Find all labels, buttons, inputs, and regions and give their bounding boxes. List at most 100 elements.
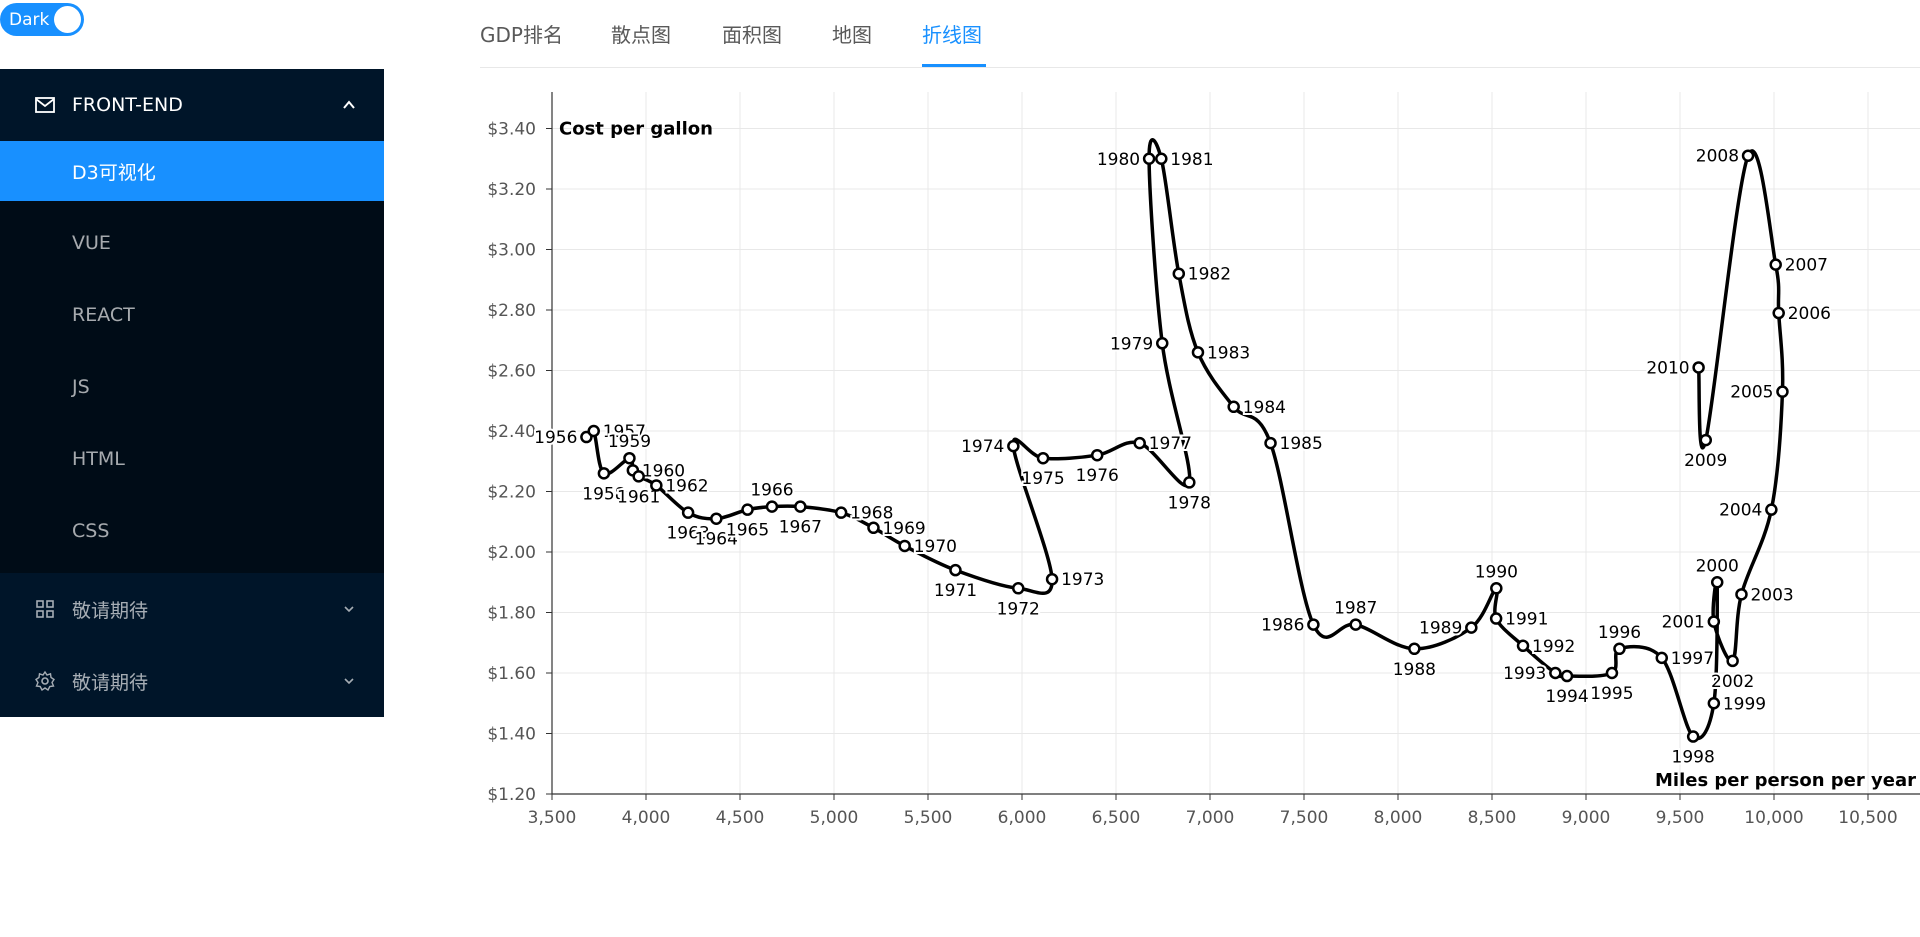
data-point xyxy=(1155,337,1169,350)
data-point xyxy=(1707,697,1721,710)
data-point xyxy=(1686,730,1700,743)
x-tick-label: 4,500 xyxy=(716,808,765,828)
data-point xyxy=(1490,582,1503,595)
data-point xyxy=(1765,503,1778,516)
data-point xyxy=(898,539,911,553)
data-label: 2006 xyxy=(1788,304,1831,324)
data-point xyxy=(1726,654,1739,668)
data-point xyxy=(1605,666,1619,680)
data-point xyxy=(1465,621,1478,634)
sidebar-item-label: HTML xyxy=(72,448,125,470)
active-tab-indicator xyxy=(922,64,986,67)
data-point xyxy=(632,470,645,483)
sidebar-item-label: D3可视化 xyxy=(72,161,156,184)
data-point xyxy=(587,424,600,438)
y-tick-label: $3.00 xyxy=(487,241,536,261)
data-label: 2004 xyxy=(1719,501,1762,521)
data-point xyxy=(1489,612,1503,625)
data-label: 1985 xyxy=(1280,434,1323,454)
sidebar-item-js[interactable]: JS xyxy=(0,357,384,417)
data-label: 1974 xyxy=(961,437,1004,457)
data-label: 1997 xyxy=(1671,649,1714,669)
x-axis-label: Miles per person per year xyxy=(1655,770,1916,791)
data-point xyxy=(1735,588,1748,601)
data-label: 1959 xyxy=(608,432,651,452)
chart-tabs: GDP排名 散点图 面积图 地图 折线图 xyxy=(480,0,1920,68)
y-tick-label: $1.20 xyxy=(487,785,536,805)
data-point xyxy=(1769,258,1782,271)
data-label: 1964 xyxy=(695,530,738,550)
data-label: 1957 xyxy=(603,422,646,442)
y-tick-label: $2.20 xyxy=(487,483,536,503)
tab-gdp-ranking[interactable]: GDP排名 xyxy=(480,23,563,47)
x-tick-label: 9,000 xyxy=(1562,808,1611,828)
data-point xyxy=(1776,385,1789,398)
data-label: 1992 xyxy=(1532,637,1575,657)
sidebar-item-label: CSS xyxy=(72,520,110,542)
sidebar-item-react[interactable]: REACT xyxy=(0,285,384,345)
x-tick-label: 8,000 xyxy=(1374,808,1423,828)
tab-area[interactable]: 面积图 xyxy=(722,23,782,47)
chevron-down-icon xyxy=(344,678,354,685)
data-label: 1983 xyxy=(1207,343,1250,363)
data-label: 1993 xyxy=(1503,664,1546,684)
y-tick-label: $2.40 xyxy=(487,422,536,442)
data-label: 1973 xyxy=(1061,570,1104,590)
data-point xyxy=(1045,572,1059,586)
sidebar-item-html[interactable]: HTML xyxy=(0,429,384,489)
sidebar-item-vue[interactable]: VUE xyxy=(0,213,384,273)
menu-frontend[interactable]: FRONT-END xyxy=(0,69,384,141)
data-label: 1990 xyxy=(1475,562,1518,582)
tab-scatter[interactable]: 散点图 xyxy=(611,23,671,47)
y-axis-label: Cost per gallon xyxy=(559,119,713,140)
data-label: 1968 xyxy=(850,504,893,524)
data-label: 1981 xyxy=(1170,150,1213,170)
menu-group-3[interactable]: 敬请期待 xyxy=(0,645,384,717)
data-point xyxy=(794,500,807,513)
data-label: 2002 xyxy=(1711,672,1754,692)
mail-icon xyxy=(35,97,55,113)
data-point xyxy=(1155,152,1168,165)
menu-group-2-label: 敬请期待 xyxy=(72,599,149,622)
y-tick-label: $2.00 xyxy=(487,543,536,563)
data-label: 1998 xyxy=(1672,748,1715,768)
y-tick-label: $1.80 xyxy=(487,604,536,624)
x-tick-label: 6,000 xyxy=(998,808,1047,828)
chevron-up-icon xyxy=(343,100,355,109)
data-label: 1999 xyxy=(1723,694,1766,714)
data-point xyxy=(681,506,695,519)
toggle-knob xyxy=(54,6,81,33)
x-tick-label: 4,000 xyxy=(622,808,671,828)
tab-map[interactable]: 地图 xyxy=(832,23,872,47)
menu-group-2[interactable]: 敬请期待 xyxy=(0,573,384,645)
data-point xyxy=(1408,642,1421,656)
data-label: 1969 xyxy=(882,519,925,539)
data-label: 2003 xyxy=(1750,585,1793,605)
data-label: 1988 xyxy=(1393,660,1436,680)
data-point xyxy=(1655,651,1669,665)
x-tick-label: 5,500 xyxy=(904,808,953,828)
sidebar-item-d3[interactable]: D3可视化 xyxy=(0,141,384,201)
y-tick-label: $1.60 xyxy=(487,664,536,684)
x-tick-label: 5,000 xyxy=(810,808,859,828)
theme-toggle[interactable]: Dark xyxy=(0,3,84,36)
data-label: 1970 xyxy=(914,537,957,557)
y-tick-label: $2.60 xyxy=(487,362,536,382)
y-tick-label: $3.40 xyxy=(487,120,536,140)
data-label: 2005 xyxy=(1730,383,1773,403)
tab-line[interactable]: 折线图 xyxy=(922,23,982,47)
data-point xyxy=(1133,436,1146,450)
data-point xyxy=(1090,448,1104,462)
data-point xyxy=(1560,669,1574,683)
y-tick-label: $2.80 xyxy=(487,301,536,321)
chevron-down-icon xyxy=(344,606,354,613)
data-label: 1995 xyxy=(1590,684,1633,704)
data-point xyxy=(1172,267,1186,280)
sidebar-item-label: JS xyxy=(72,376,90,398)
data-point xyxy=(650,479,663,492)
sidebar-item-css[interactable]: CSS xyxy=(0,501,384,561)
data-point xyxy=(1183,476,1196,489)
data-point xyxy=(1772,306,1785,320)
data-label: 1980 xyxy=(1097,150,1140,170)
data-point xyxy=(1699,433,1713,447)
